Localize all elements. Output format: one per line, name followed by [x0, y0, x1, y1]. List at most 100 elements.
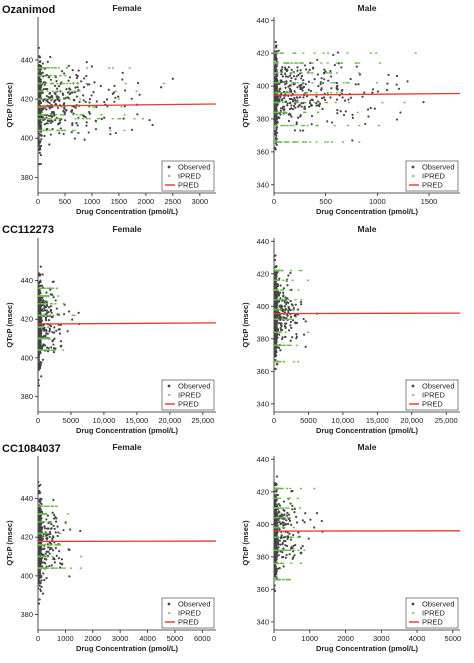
observed-point [52, 524, 55, 527]
observed-point [52, 351, 56, 354]
observed-point [52, 347, 56, 350]
legend-observed-label: Observed [422, 382, 455, 391]
ipred-point [54, 349, 57, 351]
ipred-point [277, 279, 280, 281]
ipred-point [45, 555, 48, 558]
observed-point [38, 100, 41, 104]
observed-point [278, 90, 281, 93]
observed-point [275, 272, 278, 275]
observed-point [282, 508, 285, 512]
legend-pred-label: PRED [422, 400, 443, 409]
observed-point [422, 101, 425, 104]
x-tick-label: 0 [36, 634, 40, 643]
ipred-point [334, 101, 337, 104]
ipred-point [403, 101, 406, 104]
observed-point [73, 99, 76, 102]
ipred-point [71, 314, 74, 317]
ipred-point [42, 337, 45, 340]
observed-point [295, 515, 298, 518]
observed-point [291, 108, 295, 111]
ipred-point [316, 124, 319, 127]
observed-point [366, 108, 370, 111]
observed-point [290, 68, 293, 71]
ipred-point [42, 303, 45, 305]
ipred-point [286, 308, 289, 311]
ipred-point [61, 129, 64, 132]
observed-point [302, 129, 305, 132]
x-tick-label: 15,000 [366, 416, 389, 425]
ipred-point [358, 124, 361, 127]
ipred-point [326, 101, 329, 104]
observed-point [320, 77, 323, 80]
y-tick-label: 420 [20, 95, 33, 104]
observed-point [48, 327, 51, 330]
observed-point [44, 306, 48, 309]
x-tick-label: 4000 [139, 634, 156, 643]
observed-point [43, 123, 46, 126]
observed-point [47, 319, 51, 322]
observed-point [138, 93, 141, 96]
legend-observed-label: Observed [422, 163, 455, 172]
observed-point [311, 67, 315, 70]
observed-point [38, 138, 40, 141]
observed-point [307, 80, 311, 83]
observed-point [291, 98, 295, 101]
legend-ipred-swatch [412, 394, 415, 396]
observed-point [79, 80, 83, 83]
observed-point [285, 519, 288, 522]
observed-point [281, 66, 284, 69]
ipred-point [280, 141, 283, 143]
observed-point [299, 114, 302, 117]
observed-point [38, 549, 40, 552]
x-tick-label: 1500 [111, 197, 128, 206]
observed-point [274, 80, 278, 83]
legend-ipred-label: IPRED [178, 391, 202, 400]
ipred-point [328, 72, 331, 74]
observed-point [280, 513, 283, 516]
ipred-point [66, 513, 69, 515]
ipred-point [38, 326, 41, 328]
observed-point [38, 562, 40, 565]
observed-point [274, 320, 278, 323]
ipred-point [315, 124, 318, 127]
x-tick-label: 15,000 [125, 416, 148, 425]
observed-point [276, 362, 279, 366]
ipred-point [93, 106, 96, 108]
ipred-point [39, 532, 42, 535]
observed-point [322, 96, 326, 99]
ipred-point [300, 269, 303, 272]
observed-point [77, 88, 80, 92]
observed-point [274, 587, 276, 590]
y-tick-label: 360 [256, 585, 269, 594]
ipred-point [44, 337, 47, 340]
panel-title: Male [358, 442, 377, 452]
ipred-point [42, 67, 45, 69]
observed-point [274, 483, 276, 486]
observed-point [284, 308, 287, 312]
observed-point [77, 131, 80, 135]
ipred-point [277, 111, 280, 114]
observed-point [56, 534, 59, 538]
ipred-point [275, 91, 278, 94]
observed-point [88, 97, 92, 101]
ipred-point [286, 141, 289, 143]
ipred-point [326, 62, 329, 64]
observed-point [275, 528, 278, 531]
ipred-point [133, 117, 136, 120]
observed-point [290, 490, 293, 493]
observed-point [41, 71, 44, 74]
observed-point [286, 536, 290, 539]
ipred-point [306, 124, 309, 127]
observed-point [299, 86, 302, 89]
observed-point [274, 350, 277, 353]
ipred-point [51, 82, 54, 85]
observed-point [275, 137, 278, 140]
ipred-point [278, 82, 281, 84]
legend-pred-label: PRED [178, 400, 199, 409]
observed-point [289, 90, 293, 94]
observed-point [75, 95, 79, 98]
observed-point [282, 539, 285, 543]
observed-point [284, 296, 287, 299]
observed-point [274, 292, 277, 295]
